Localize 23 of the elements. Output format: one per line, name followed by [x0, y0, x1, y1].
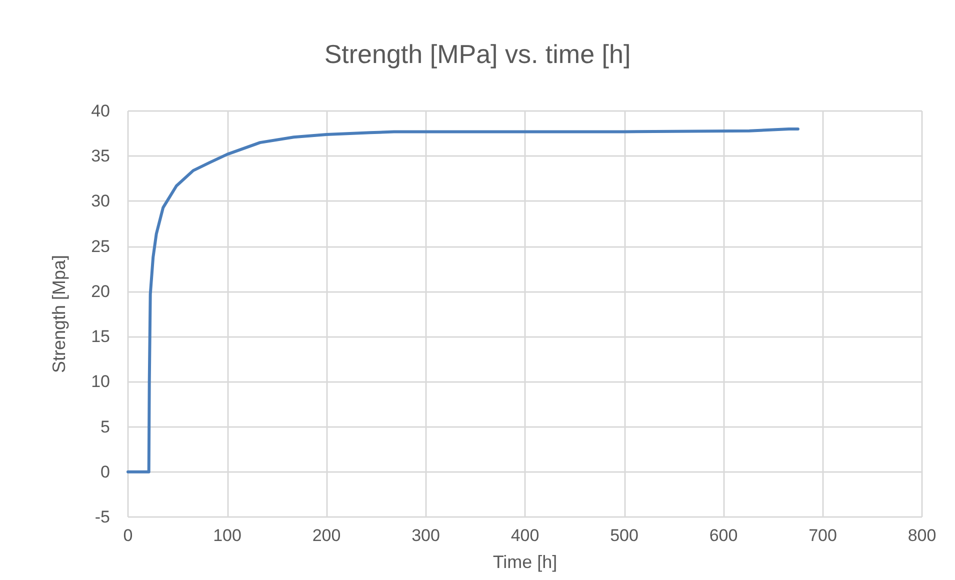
x-tick-label: 600 — [709, 526, 738, 545]
y-axis-title: Strength [Mpa] — [49, 254, 69, 374]
x-tick-label: 0 — [123, 526, 133, 545]
x-tick-label: 100 — [213, 526, 242, 545]
x-tick-label: 500 — [610, 526, 638, 545]
line-series — [126, 128, 800, 474]
x-tick-label: 300 — [412, 526, 440, 545]
y-tick-label: 5 — [100, 417, 110, 436]
y-tick-label: 25 — [91, 236, 110, 256]
y-tick-label: 15 — [91, 327, 110, 346]
x-tick-label: 200 — [312, 526, 341, 545]
y-tick-label: 20 — [91, 282, 110, 301]
x-tick-label: 700 — [808, 526, 837, 545]
y-tick-label: 10 — [91, 372, 110, 392]
chart-title: Strength [MPa] vs. time [h] — [324, 39, 631, 69]
y-tick-label: 35 — [91, 146, 110, 166]
x-axis-title: Time [h] — [492, 552, 558, 572]
x-tick-label: 800 — [908, 526, 936, 545]
x-tick-label: 400 — [510, 526, 540, 545]
y-tick-label: 0 — [100, 462, 110, 482]
y-tick-label: -5 — [94, 508, 110, 526]
y-tick-label: 40 — [91, 102, 110, 120]
y-tick-label: 30 — [91, 192, 110, 211]
